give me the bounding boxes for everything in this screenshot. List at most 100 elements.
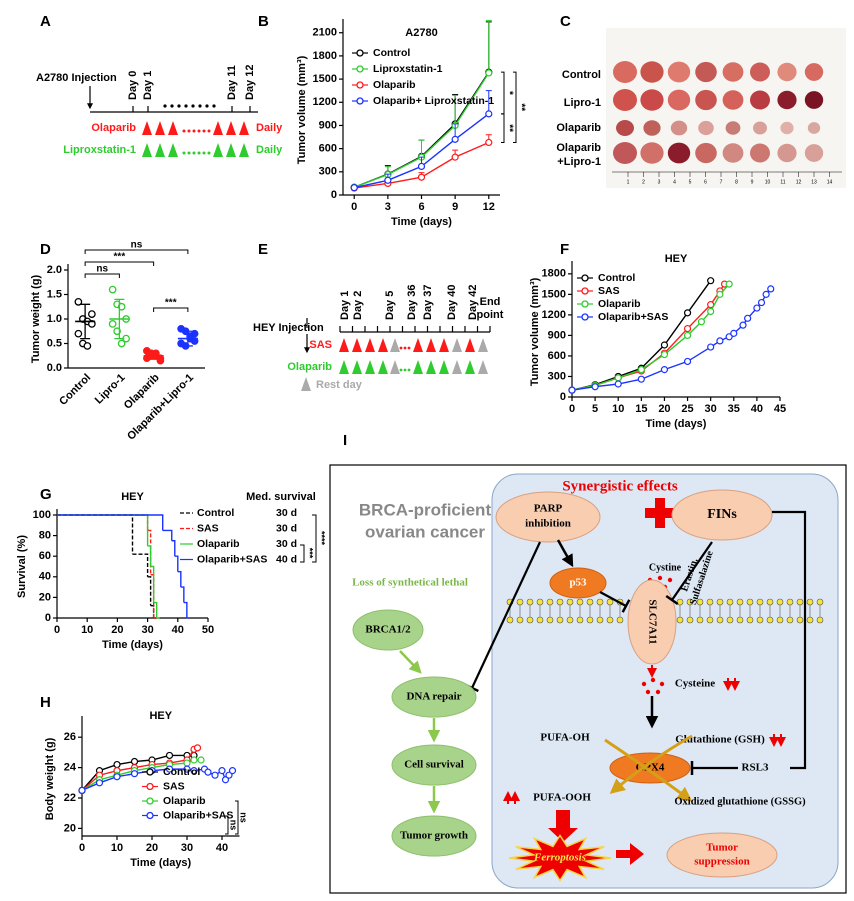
data-point <box>74 297 83 306</box>
chart-title: HEY <box>149 710 172 722</box>
triangle <box>426 338 436 352</box>
data-point <box>221 776 230 784</box>
data-point <box>197 756 205 764</box>
series-line <box>571 283 730 391</box>
lipid-head <box>786 598 794 606</box>
data-point <box>614 374 622 382</box>
data-point <box>637 366 645 374</box>
significance-bracket <box>513 71 517 143</box>
x-axis-label: Time (days) <box>391 216 452 228</box>
fins-label: FINs <box>707 507 737 522</box>
ruler-label: 6 <box>704 179 707 185</box>
molecule-dot <box>645 689 651 695</box>
legend-label: Control <box>598 272 635 284</box>
data-point <box>183 765 191 773</box>
lipid-head <box>526 598 534 606</box>
day-label: Day 0 <box>127 71 139 100</box>
data-point <box>78 786 86 795</box>
y-tick-label: 1500 <box>313 73 337 85</box>
p53-node <box>549 567 607 599</box>
data-point <box>614 380 622 388</box>
y-tick-label: 2100 <box>313 27 337 39</box>
lipid-head <box>676 598 684 606</box>
triangle <box>213 143 223 157</box>
triangle <box>413 360 423 374</box>
inhibition-line <box>471 541 541 689</box>
y-tick-label: 0 <box>45 612 51 624</box>
x-tick-label: 9 <box>452 201 458 213</box>
triangle <box>239 121 249 135</box>
ruler-label: 3 <box>658 179 661 185</box>
lipid-head <box>606 616 614 624</box>
redox-arrow <box>609 734 693 794</box>
data-point <box>762 290 770 298</box>
tumor <box>750 62 770 82</box>
tumor <box>804 63 824 81</box>
x-tick-label: 40 <box>751 403 763 415</box>
lipid-head <box>596 598 604 606</box>
data-point <box>725 280 733 288</box>
lipid-head <box>536 616 544 624</box>
significance-label: ** <box>515 103 526 111</box>
legend-label: Olaparib+SAS <box>197 553 267 565</box>
rest-label: Rest day <box>316 379 363 391</box>
lipid-head <box>616 616 624 624</box>
ruler-label: 8 <box>735 179 738 185</box>
lipid-head <box>686 616 694 624</box>
tumor <box>777 90 797 110</box>
day-label: Day 1 <box>339 291 351 320</box>
timeline-dot <box>177 104 181 108</box>
data-point <box>350 184 358 192</box>
panel-letter: F <box>560 241 569 258</box>
cell-survival-label: Cell survival <box>404 759 464 771</box>
lipid-head <box>546 616 554 624</box>
data-point <box>417 162 426 171</box>
tumor <box>725 121 741 135</box>
tumor <box>750 90 770 110</box>
y-axis-label: Tumor weight (g) <box>30 274 42 363</box>
inhibition-bar <box>665 594 679 606</box>
pufa-ooh-label: PUFA-OOH <box>533 792 591 804</box>
data-point <box>753 304 761 312</box>
triangle <box>465 360 475 374</box>
x-tick-label: 6 <box>418 201 424 213</box>
row-label: Control <box>562 69 601 81</box>
parp-node <box>495 491 601 543</box>
triangle <box>378 360 388 374</box>
y-tick-label: 1200 <box>313 96 337 108</box>
triangle <box>439 338 449 352</box>
y-tick-label: 300 <box>319 166 337 178</box>
data-point <box>568 386 576 394</box>
survival-step <box>57 514 149 546</box>
y-tick-label: 26 <box>64 731 76 743</box>
data-point <box>757 298 766 307</box>
inhibition-bar <box>621 599 631 613</box>
lipid-head <box>756 598 764 606</box>
significance-bracket <box>153 307 189 312</box>
lipid-head <box>776 598 784 606</box>
data-point <box>228 767 237 775</box>
legend-label: Control <box>197 507 234 519</box>
slc-node <box>627 579 677 665</box>
triangle <box>378 338 388 352</box>
data-point <box>683 324 692 333</box>
x-axis-label: Time (days) <box>646 418 707 430</box>
significance-bracket <box>300 544 305 563</box>
data-point <box>165 751 174 760</box>
significance-label: ns <box>239 812 249 823</box>
y-tick-label: 60 <box>39 550 51 562</box>
row-label: Olaparib <box>556 122 601 134</box>
pufa-oh-label: PUFA-OH <box>540 732 590 744</box>
tumor <box>804 91 824 109</box>
significance-label: ns <box>131 240 143 251</box>
rsl3-label: RSL3 <box>742 762 769 774</box>
median-label: 30 d <box>276 538 297 550</box>
x-tick-label: 0 <box>54 624 60 636</box>
legend-label: Olaparib+SAS <box>598 311 668 323</box>
x-tick-label: Control <box>57 372 93 408</box>
triangle <box>168 143 178 157</box>
tumor <box>695 61 717 83</box>
molecule-dot <box>655 689 661 695</box>
lipid-head <box>736 598 744 606</box>
x-tick-label: 40 <box>216 842 228 854</box>
